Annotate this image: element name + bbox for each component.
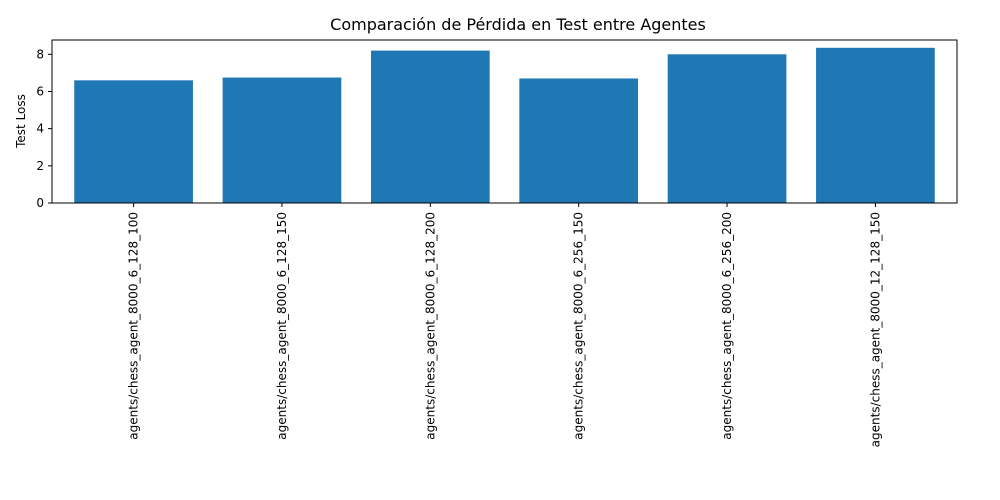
- chart-title: Comparación de Pérdida en Test entre Age…: [330, 15, 706, 34]
- bar: [816, 47, 935, 204]
- x-tick-label: agents/chess_agent_8000_6_256_150: [572, 212, 586, 440]
- plot-area: 0 2 4 6 8 agents/chess_agent_8000_6_128_100 ag…: [36, 39, 958, 447]
- bar: [667, 54, 787, 204]
- axes-frame: [51, 39, 958, 204]
- y-axis-label: Test Loss: [14, 94, 28, 149]
- x-tick-label: agents/chess_agent_8000_6_256_200: [720, 212, 734, 440]
- y-tick-label: 6: [36, 84, 44, 98]
- y-tick-label: 0: [36, 196, 44, 210]
- x-tick-label: agents/chess_agent_8000_6_128_100: [127, 212, 141, 440]
- bar: [222, 77, 342, 203]
- bar: [519, 78, 639, 203]
- y-tick-label: 4: [36, 122, 44, 136]
- x-tick-label: agents/chess_agent_8000_12_128_150: [868, 212, 882, 447]
- bar: [74, 80, 193, 203]
- bar: [370, 50, 490, 204]
- x-tick-label: agents/chess_agent_8000_6_128_200: [423, 212, 437, 440]
- y-tick-label: 8: [36, 47, 44, 61]
- y-tick-label: 2: [36, 159, 44, 173]
- x-tick-label: agents/chess_agent_8000_6_128_150: [275, 212, 289, 440]
